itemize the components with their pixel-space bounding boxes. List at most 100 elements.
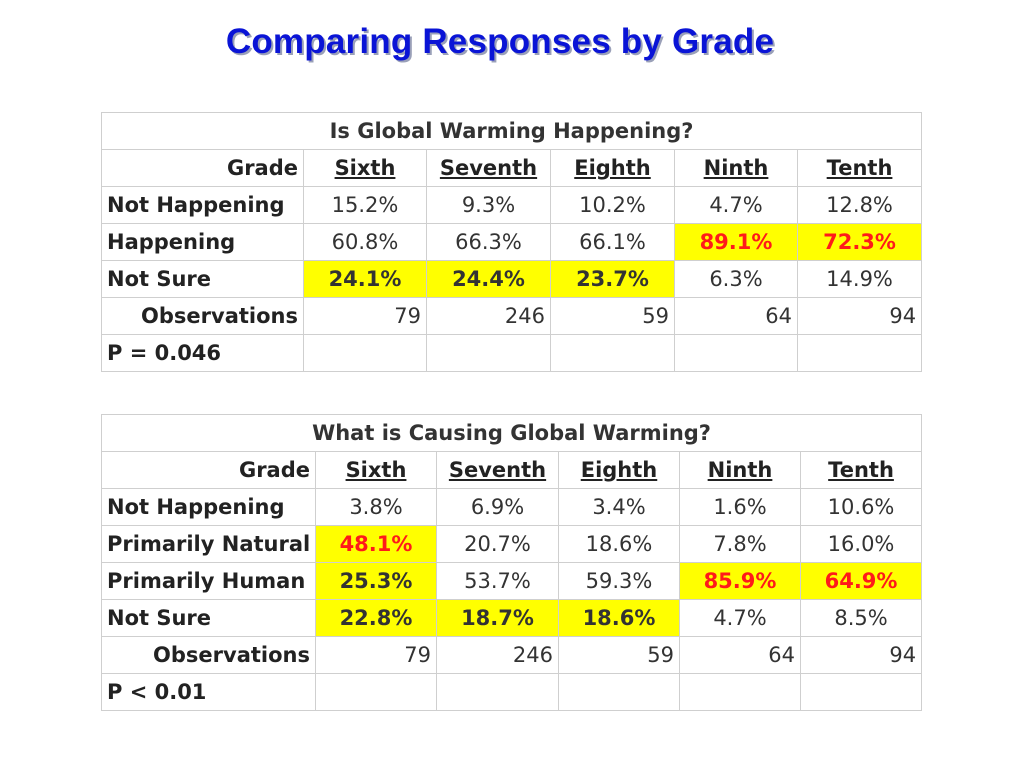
observation-count: 59 bbox=[558, 636, 680, 674]
table-cell: 64.9% bbox=[799, 562, 923, 600]
column-header-ninth: Ninth bbox=[679, 451, 801, 489]
table-row-not-happening: Not Happening 3.8% 6.9% 3.4% 1.6% 10.6% bbox=[101, 488, 923, 526]
grade-header-label: Grade bbox=[101, 149, 304, 187]
column-header-seventh: Seventh bbox=[436, 451, 559, 489]
data-table: What is Causing Global Warming? Grade Sixt… bbox=[100, 414, 923, 711]
table-cell: 18.6% bbox=[558, 599, 680, 637]
row-label: Happening bbox=[101, 223, 304, 261]
table-cell: 25.3% bbox=[315, 562, 437, 600]
table-row-p-value: P = 0.046 bbox=[101, 334, 923, 372]
table-header-row: Grade Sixth Seventh Eighth Ninth Tenth bbox=[101, 451, 923, 489]
table-cell: 1.6% bbox=[679, 488, 801, 526]
observation-count: 64 bbox=[679, 636, 801, 674]
table-row-observations: Observations 79 246 59 64 94 bbox=[101, 297, 923, 335]
table-caption-row: Is Global Warming Happening? bbox=[100, 112, 923, 150]
table-header-row: Grade Sixth Seventh Eighth Ninth Tenth bbox=[101, 149, 923, 187]
column-header-seventh: Seventh bbox=[426, 149, 551, 187]
table-cell: 6.3% bbox=[674, 260, 798, 298]
table-row-not-sure: Not Sure 22.8% 18.7% 18.6% 4.7% 8.5% bbox=[101, 599, 923, 637]
observation-count: 59 bbox=[550, 297, 675, 335]
observation-count: 246 bbox=[426, 297, 551, 335]
empty-cell bbox=[303, 334, 427, 372]
observation-count: 94 bbox=[799, 636, 923, 674]
table-cell: 7.8% bbox=[679, 525, 801, 563]
row-label: Not Sure bbox=[101, 260, 304, 298]
table-cell: 10.6% bbox=[799, 488, 923, 526]
row-label: Not Happening bbox=[101, 488, 316, 526]
column-header-tenth: Tenth bbox=[799, 451, 923, 489]
table-cell: 4.7% bbox=[679, 599, 801, 637]
table-cell: 3.8% bbox=[315, 488, 437, 526]
observation-count: 79 bbox=[303, 297, 427, 335]
table-row-not-happening: Not Happening 15.2% 9.3% 10.2% 4.7% 12.8% bbox=[101, 186, 923, 224]
table-cell: 12.8% bbox=[796, 186, 923, 224]
table-cell: 8.5% bbox=[799, 599, 923, 637]
table-caption: Is Global Warming Happening? bbox=[100, 112, 923, 150]
column-header-eighth: Eighth bbox=[550, 149, 675, 187]
column-header-sixth: Sixth bbox=[315, 451, 437, 489]
row-label: Primarily Natural bbox=[101, 525, 316, 563]
column-header-eighth: Eighth bbox=[558, 451, 680, 489]
table-cell: 4.7% bbox=[674, 186, 798, 224]
table-cell: 22.8% bbox=[315, 599, 437, 637]
table-cell: 85.9% bbox=[679, 562, 801, 600]
slide-title: Comparing Responses by Grade bbox=[225, 22, 775, 61]
empty-cell bbox=[796, 334, 923, 372]
table-cell: 23.7% bbox=[550, 260, 675, 298]
row-label: Not Sure bbox=[101, 599, 316, 637]
table-caption-row: What is Causing Global Warming? bbox=[100, 414, 923, 452]
p-value: P = 0.046 bbox=[101, 334, 304, 372]
table-cell: 18.6% bbox=[558, 525, 680, 563]
p-value: P < 0.01 bbox=[101, 673, 316, 711]
table-row-not-sure: Not Sure 24.1% 24.4% 23.7% 6.3% 14.9% bbox=[101, 260, 923, 298]
empty-cell bbox=[674, 334, 798, 372]
observation-count: 94 bbox=[796, 297, 923, 335]
table-cell: 14.9% bbox=[796, 260, 923, 298]
column-header-ninth: Ninth bbox=[674, 149, 798, 187]
table-cell: 10.2% bbox=[550, 186, 675, 224]
table-cell: 66.3% bbox=[426, 223, 551, 261]
table-cell: 16.0% bbox=[799, 525, 923, 563]
data-table: Is Global Warming Happening? Grade Sixth Se… bbox=[100, 112, 923, 372]
empty-cell bbox=[550, 334, 675, 372]
grade-header-label: Grade bbox=[101, 451, 316, 489]
table-cell: 15.2% bbox=[303, 186, 427, 224]
table-cell: 48.1% bbox=[315, 525, 437, 563]
row-label: Not Happening bbox=[101, 186, 304, 224]
table-row-primarily-human: Primarily Human 25.3% 53.7% 59.3% 85.9% 64.9% bbox=[101, 562, 923, 600]
row-label: Observations bbox=[101, 636, 316, 674]
table-cell: 24.4% bbox=[426, 260, 551, 298]
empty-cell bbox=[426, 334, 551, 372]
table-cell: 72.3% bbox=[796, 223, 923, 261]
table-row-p-value: P < 0.01 bbox=[101, 673, 923, 711]
table-cell: 66.1% bbox=[550, 223, 675, 261]
table-cell: 20.7% bbox=[436, 525, 559, 563]
row-label: Primarily Human bbox=[101, 562, 316, 600]
column-header-tenth: Tenth bbox=[796, 149, 923, 187]
empty-cell bbox=[436, 673, 559, 711]
table-row-observations: Observations 79 246 59 64 94 bbox=[101, 636, 923, 674]
table-global-warming-happening: Is Global Warming Happening? Grade Sixth Se… bbox=[100, 112, 923, 372]
observation-count: 64 bbox=[674, 297, 798, 335]
empty-cell bbox=[558, 673, 680, 711]
empty-cell bbox=[679, 673, 801, 711]
table-cell: 6.9% bbox=[436, 488, 559, 526]
table-cell: 9.3% bbox=[426, 186, 551, 224]
observation-count: 79 bbox=[315, 636, 437, 674]
column-header-sixth: Sixth bbox=[303, 149, 427, 187]
table-cell: 59.3% bbox=[558, 562, 680, 600]
table-caption: What is Causing Global Warming? bbox=[100, 414, 923, 452]
row-label: Observations bbox=[101, 297, 304, 335]
table-cell: 3.4% bbox=[558, 488, 680, 526]
table-cell: 53.7% bbox=[436, 562, 559, 600]
table-cell: 60.8% bbox=[303, 223, 427, 261]
observation-count: 246 bbox=[436, 636, 559, 674]
table-cell: 24.1% bbox=[303, 260, 427, 298]
table-cell: 89.1% bbox=[674, 223, 798, 261]
empty-cell bbox=[799, 673, 923, 711]
table-causing-global-warming: What is Causing Global Warming? Grade Sixt… bbox=[100, 414, 923, 711]
table-row-happening: Happening 60.8% 66.3% 66.1% 89.1% 72.3% bbox=[101, 223, 923, 261]
empty-cell bbox=[315, 673, 437, 711]
table-row-primarily-natural: Primarily Natural 48.1% 20.7% 18.6% 7.8% 16.0… bbox=[101, 525, 923, 563]
table-cell: 18.7% bbox=[436, 599, 559, 637]
